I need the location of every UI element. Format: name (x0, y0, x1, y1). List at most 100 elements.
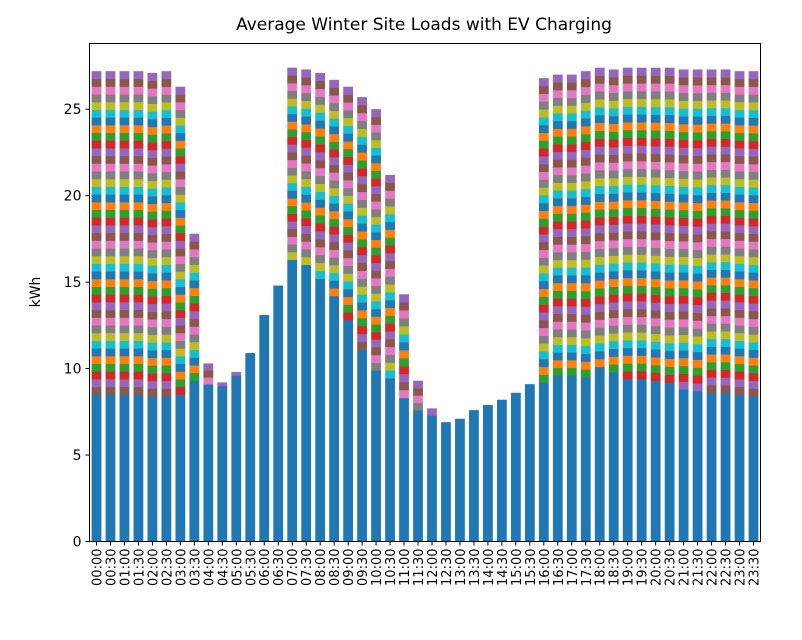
ev-segment (301, 69, 312, 78)
ev-segment (203, 363, 214, 371)
ev-segment (650, 192, 661, 202)
ev-segment (748, 218, 759, 227)
ev-segment (594, 138, 605, 147)
ev-segment (678, 116, 689, 125)
ev-segment (147, 319, 158, 328)
ev-segment (329, 226, 340, 235)
ev-segment (147, 288, 158, 297)
ev-segment (706, 385, 717, 394)
ev-segment (678, 373, 689, 382)
ev-segment (91, 217, 102, 226)
bar-site-load (175, 394, 186, 542)
ev-segment (594, 99, 605, 108)
ev-segment (566, 336, 577, 345)
ev-segment (399, 326, 409, 335)
ev-segment (608, 294, 619, 303)
ev-segment (580, 220, 591, 229)
ev-segment (329, 211, 340, 220)
ev-segment (133, 125, 144, 134)
ev-segment (636, 184, 647, 193)
ev-segment (580, 228, 591, 237)
ev-segment (678, 303, 689, 312)
ev-segment (566, 221, 577, 230)
ev-segment (357, 207, 367, 216)
ev-segment (147, 380, 158, 389)
ev-segment (343, 110, 354, 119)
ev-segment (371, 331, 381, 340)
ev-segment (692, 108, 703, 117)
ev-segment (720, 261, 731, 270)
ev-segment (147, 265, 158, 274)
ev-segment (552, 290, 563, 299)
ev-segment (105, 302, 116, 311)
ev-segment (608, 240, 619, 249)
ev-segment (594, 107, 605, 116)
ev-segment (720, 177, 731, 186)
ev-segment (147, 226, 158, 235)
ev-segment (706, 200, 717, 209)
ev-segment (91, 302, 102, 311)
ev-segment (650, 255, 661, 264)
ev-segment (287, 175, 298, 184)
ev-segment (105, 379, 116, 388)
bar-ev-stack (357, 97, 367, 350)
ev-segment (720, 292, 731, 301)
ev-segment (622, 223, 633, 232)
ev-segment (357, 231, 367, 240)
ev-segment (175, 132, 186, 141)
ev-segment (119, 386, 130, 395)
ev-segment (636, 308, 647, 318)
ev-segment (580, 212, 591, 221)
bar-ev-stack (189, 233, 200, 381)
ev-segment (161, 71, 172, 80)
ev-segment (552, 82, 563, 91)
ev-segment (566, 360, 577, 369)
ev-segment (119, 286, 130, 295)
ev-segment (105, 255, 116, 264)
ev-segment (91, 371, 102, 380)
ev-segment (301, 210, 312, 219)
ev-segment (287, 159, 298, 168)
ev-segment (119, 86, 130, 95)
ev-segment (650, 99, 661, 108)
ev-segment (315, 120, 326, 129)
ev-segment (664, 264, 675, 273)
ev-segment (105, 340, 116, 349)
ev-segment (315, 152, 326, 161)
ev-segment (343, 219, 354, 228)
ev-segment (664, 154, 675, 163)
bar-site-load (496, 399, 507, 542)
ev-segment (175, 317, 186, 326)
ev-segment (552, 151, 563, 160)
ev-segment (119, 332, 130, 341)
x-tick-label: 06:00 (258, 549, 273, 586)
ev-segment (371, 193, 381, 202)
ev-segment (636, 114, 647, 123)
ev-segment (552, 352, 563, 361)
ev-segment (91, 294, 102, 303)
ev-segment (538, 132, 549, 141)
ev-segment (664, 130, 675, 139)
ev-segment (622, 192, 633, 201)
ev-segment (301, 202, 312, 211)
ev-segment (343, 195, 354, 204)
ev-segment (734, 332, 745, 341)
x-tick-label: 22:30 (720, 549, 735, 586)
ev-segment (329, 280, 340, 289)
ev-segment (105, 202, 116, 211)
ev-segment (413, 402, 423, 411)
ev-segment (357, 136, 367, 145)
ev-segment (161, 187, 172, 196)
ev-segment (161, 195, 172, 204)
ev-segment (329, 118, 340, 127)
ev-segment (678, 69, 689, 78)
ev-segment (105, 163, 116, 172)
ev-segment (161, 272, 172, 281)
ev-segment (231, 372, 242, 376)
ev-segment (161, 94, 172, 103)
ev-segment (748, 156, 759, 165)
ev-segment (650, 106, 661, 115)
ev-segment (385, 221, 395, 230)
ev-segment (594, 114, 605, 124)
ev-segment (720, 323, 731, 332)
